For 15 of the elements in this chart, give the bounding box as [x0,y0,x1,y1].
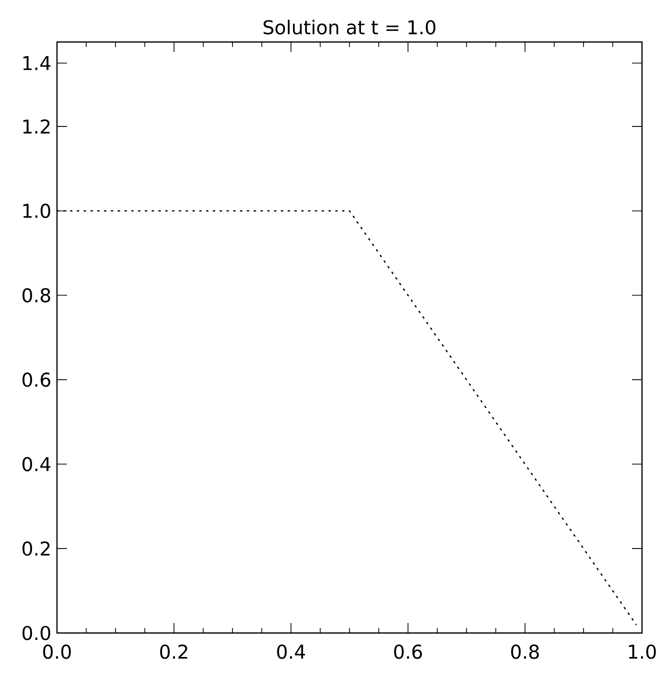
y-tick-label: 1.0 [23,204,50,218]
chart-title: Solution at t = 1.0 [264,20,436,34]
y-tick-label: 0.6 [22,372,50,387]
y-tick-label: 0.4 [22,456,50,472]
y-tick-label: 0.8 [22,288,50,302]
y-tick-label: 1.2 [23,119,50,134]
x-tick-label: 0.6 [394,644,422,659]
x-tick-label: 0.8 [511,644,539,659]
y-tick-label: 1.4 [23,56,50,70]
y-tick-label: 0.0 [22,626,50,640]
y-tick-label: 0.2 [22,541,50,556]
x-tick-label: 0.0 [43,644,71,659]
x-tick-label: 0.2 [160,644,188,659]
x-tick-label: 1.0 [628,644,656,659]
x-tick-label: 0.4 [277,644,306,659]
